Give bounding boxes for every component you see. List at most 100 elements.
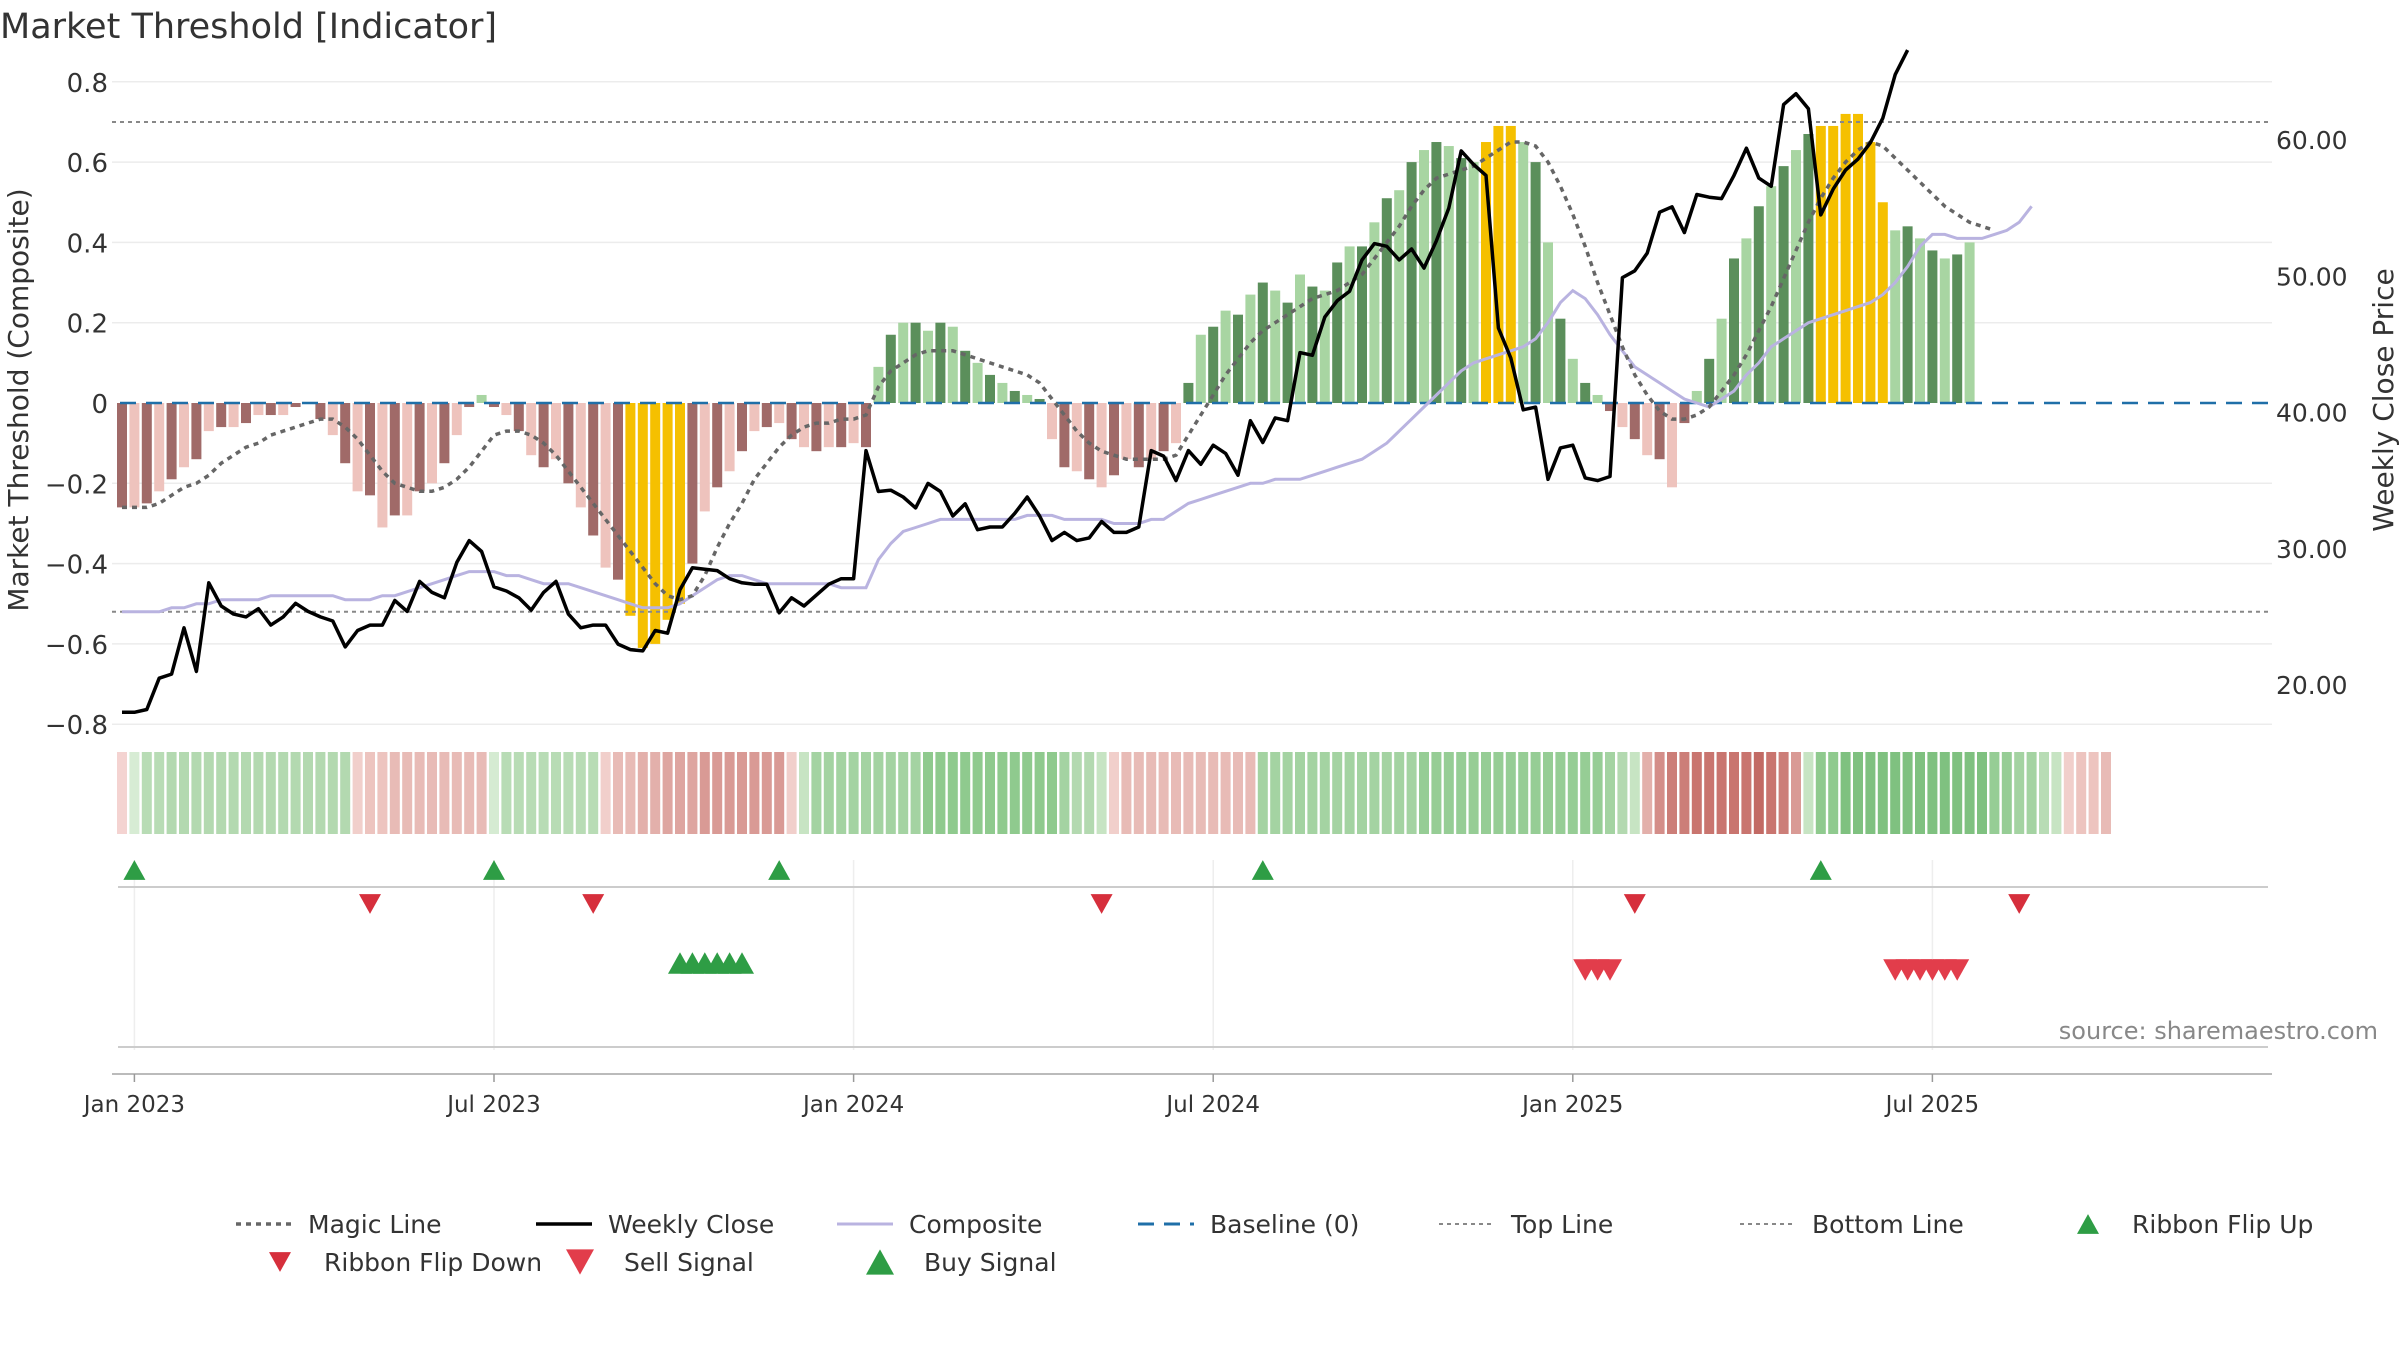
ribbon-cell [1332,752,1343,834]
composite-bar [699,403,710,512]
ribbon-cell [898,752,909,834]
ribbon-cell [823,752,834,834]
composite-bar [1183,382,1194,403]
composite-bar [1629,403,1640,440]
composite-bar [1257,282,1268,403]
composite-bar [1332,262,1343,403]
composite-bar [885,334,896,403]
ribbon-cell [2088,752,2099,834]
x-tick-label: Jan 2025 [1520,1092,1623,1118]
ribbon-cell [1803,752,1814,834]
composite-bar [985,374,995,403]
grid-layer [112,81,2272,1050]
composite-bar [1530,162,1541,403]
composite-bar [179,403,189,468]
ribbon-cell [1654,752,1665,834]
composite-bar [1766,186,1777,403]
y-axis-label: Market Threshold (Composite) [2,188,35,611]
ribbon-cell [1307,752,1318,834]
ribbon-cell [1865,752,1876,834]
ribbon-cell [650,752,661,834]
ribbon-cell [675,752,685,834]
composite-bar [823,403,834,448]
ribbon-cell [117,752,127,834]
legend-item: Sell Signal [566,1248,754,1277]
ribbon-cell [749,752,760,834]
legend-item: Ribbon Flip Down [269,1248,542,1277]
composite-bar [1518,142,1529,403]
ribbon-cell [1071,752,1082,834]
legend-swatch [566,1249,594,1275]
composite-bar [1034,398,1045,403]
ribbon-cell [687,752,698,834]
composite-bar [1741,238,1752,403]
composite-bar [935,322,946,403]
ribbon-cell [2051,752,2062,834]
ribbon-cell [1493,752,1504,834]
composite-bar [1096,403,1107,488]
ribbon-cell [1890,752,1901,834]
ribbon-cell [538,752,549,834]
composite-bar [166,403,177,480]
ribbon-cell [873,752,884,834]
ribbon-cell [2076,752,2087,834]
ribbon-cell [947,752,958,834]
composite-bar [1592,394,1603,403]
buy-signal-marker [730,952,754,974]
weekly-close-line [122,49,1910,715]
ribbon-cell [352,752,363,834]
ribbon-cell [439,752,450,834]
ribbon-cell [1505,752,1516,834]
composite-bar [365,403,375,496]
composite-bar [1233,314,1243,403]
ribbon-cell [265,752,276,834]
ribbon-cell [1555,752,1566,834]
ribbon-cell [476,752,487,834]
ribbon-cell [1481,752,1491,834]
composite-bar [228,403,239,428]
composite-bar [203,403,214,432]
ribbon-cell [1419,752,1429,834]
legend-item: Baseline (0) [1138,1210,1359,1239]
composite-bar [1555,318,1566,403]
ribbon-cell [1518,752,1529,834]
composite-line [122,205,2033,614]
composite-bar [675,403,685,604]
composite-bar [1369,222,1380,403]
ribbon-cell [179,752,189,834]
ribbon-cell [1580,752,1591,834]
composite-bar [600,403,611,568]
composite-bar [451,403,462,436]
composite-bar [1654,403,1665,460]
ribbon-cell [1691,752,1702,834]
composite-bar [1877,202,1888,403]
composite-bar [129,403,140,508]
composite-bar [117,403,127,508]
ribbon-cell [712,752,723,834]
y2-tick-label: 50.00 [2276,262,2348,291]
legend-swatch [2077,1214,2099,1234]
signal-markers [123,860,2031,981]
composite-bar [811,403,822,452]
ribbon-cell [2101,752,2111,834]
ribbon-cell [241,752,251,834]
composite-bar [1815,125,1826,403]
ribbon-flip-up-marker [123,860,146,880]
ribbon-cell [1964,752,1975,834]
ribbon-cell [972,752,983,834]
composite-bar [1245,294,1256,403]
ribbon-cell [2001,752,2012,834]
composite-bar [662,403,673,620]
ribbon-cell [960,752,971,834]
ribbon-cell [489,752,499,834]
ribbon-cell [1133,752,1144,834]
ribbon-flip-up-marker [483,860,505,880]
ribbon-cell [1877,752,1888,834]
composite-bar [1729,258,1739,403]
ribbon-cell [861,752,871,834]
ribbon-cell [1592,752,1603,834]
ribbon-cell [1617,752,1628,834]
composite-bar [1481,142,1491,403]
composite-bar [1580,382,1591,403]
legend-label: Weekly Close [608,1210,774,1239]
